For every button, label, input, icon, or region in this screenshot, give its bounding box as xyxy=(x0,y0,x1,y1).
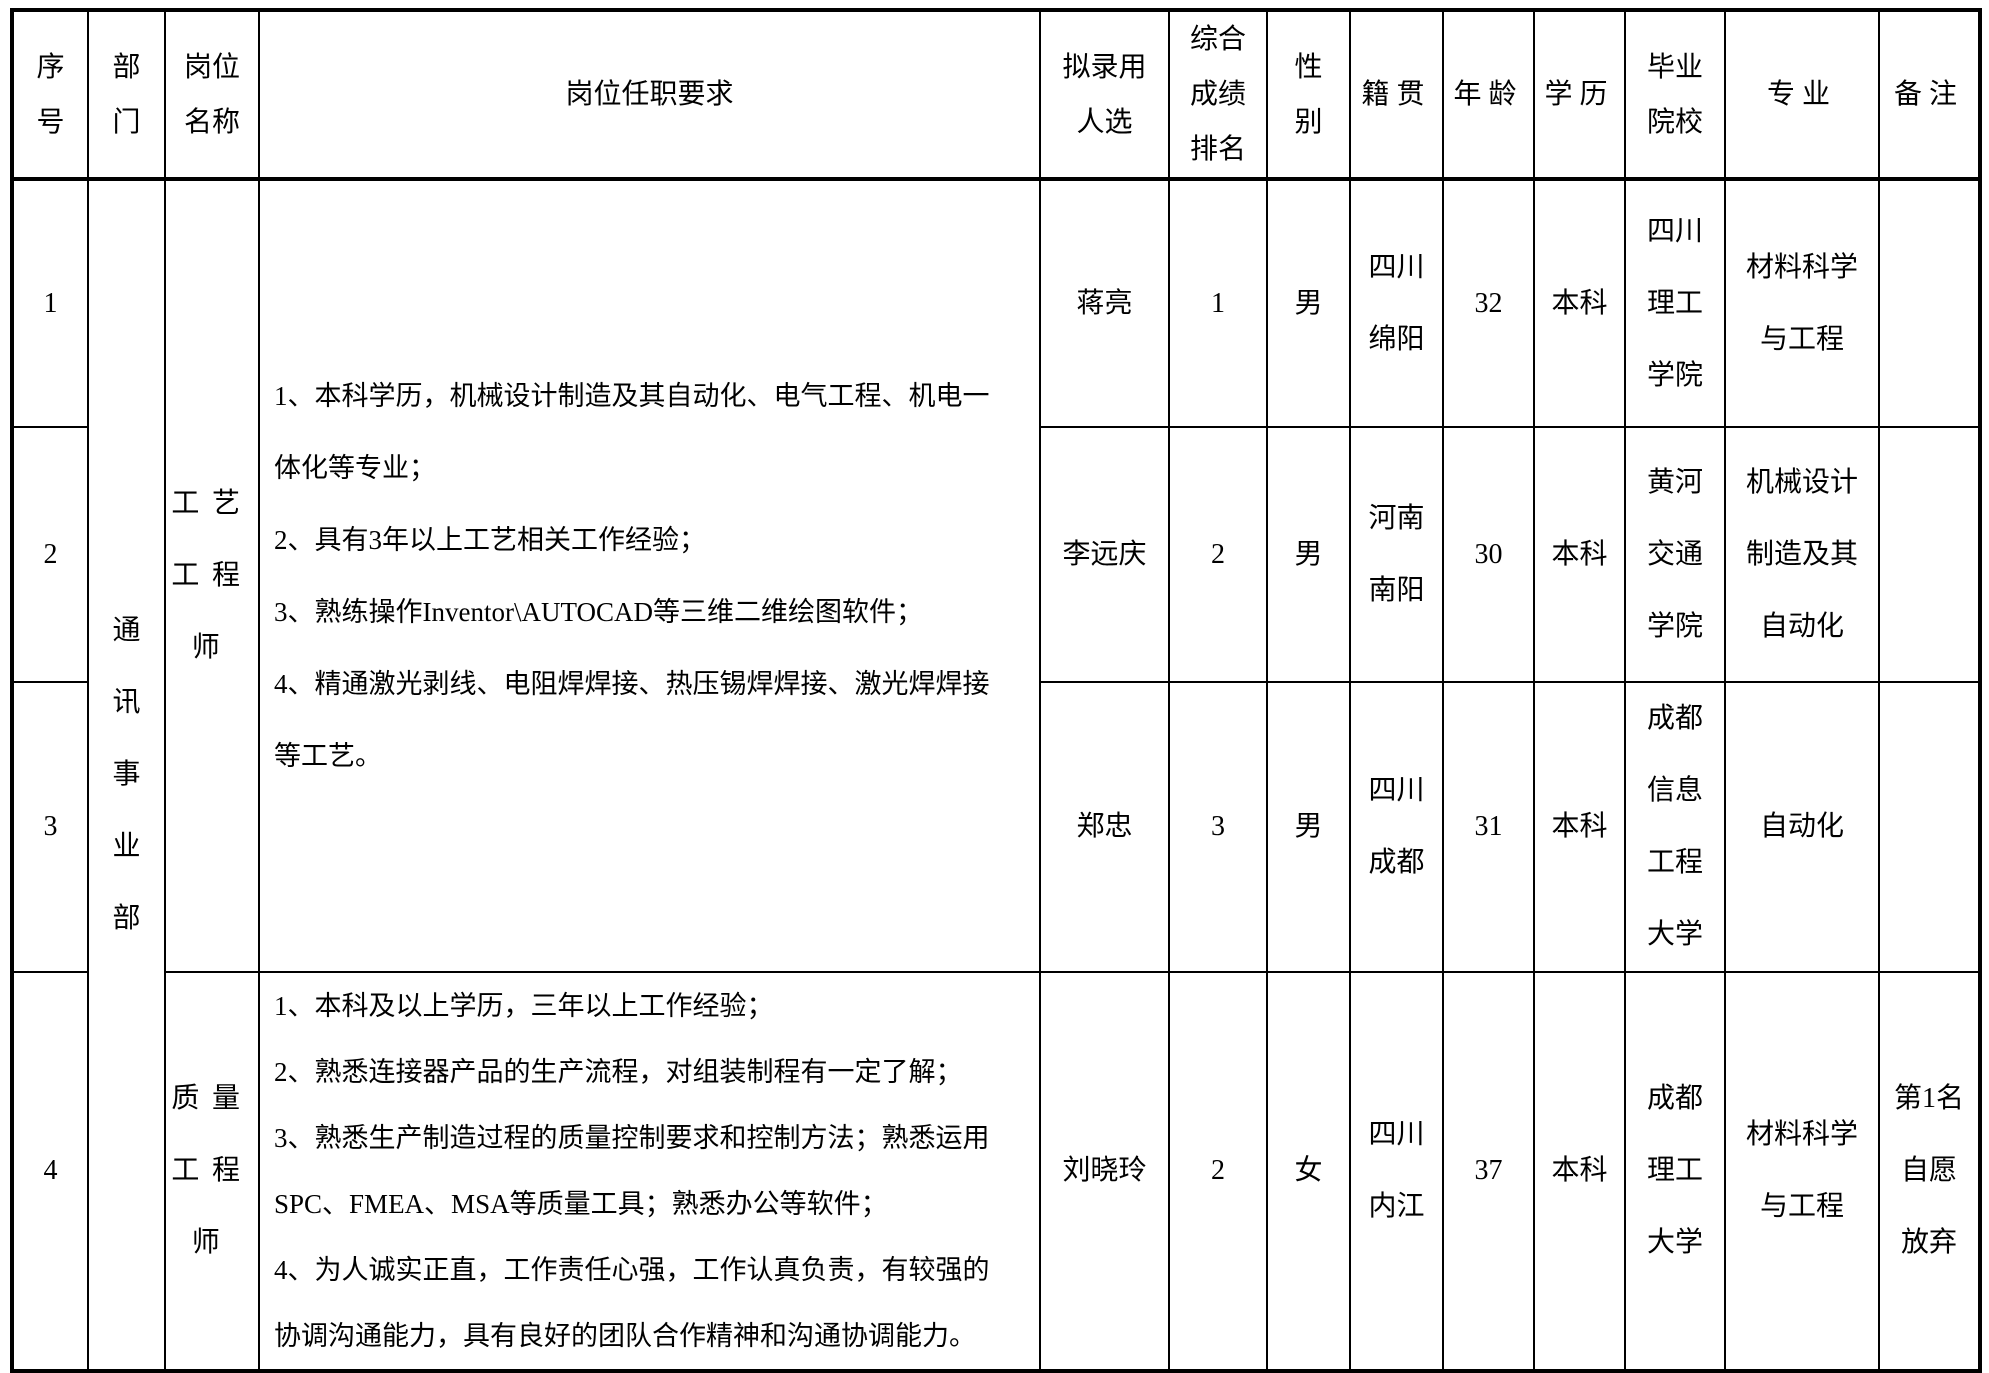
cell-r2-age: 30 xyxy=(1442,426,1535,683)
cell-r1-school: 四川 理工 学院 xyxy=(1624,178,1726,428)
table-row: 3 郑忠 3 男 四川 成都 31 本科 成都 信息 工程 大学 自动化 xyxy=(11,681,1981,973)
cell-r1-hometown: 四川 绵阳 xyxy=(1349,178,1444,428)
cell-r2-remark xyxy=(1878,426,1981,683)
cell-r1-education: 本科 xyxy=(1533,178,1626,428)
cell-r3-rank: 3 xyxy=(1168,681,1268,973)
header-major: 专业 xyxy=(1724,9,1880,181)
header-school: 毕业 院校 xyxy=(1624,9,1726,181)
cell-r3-education: 本科 xyxy=(1533,681,1626,973)
cell-r4-hometown: 四川 内江 xyxy=(1349,971,1444,1372)
cell-r1-remark xyxy=(1878,178,1981,428)
cell-r3-seq: 3 xyxy=(11,681,89,973)
cell-r3-age: 31 xyxy=(1442,681,1535,973)
header-education: 学历 xyxy=(1533,9,1626,181)
cell-r4-school: 成都 理工 大学 xyxy=(1624,971,1726,1372)
cell-r1-rank: 1 xyxy=(1168,178,1268,428)
cell-r2-hometown: 河南 南阳 xyxy=(1349,426,1444,683)
header-hometown: 籍贯 xyxy=(1349,9,1444,181)
cell-r3-major: 自动化 xyxy=(1724,681,1880,973)
header-age: 年龄 xyxy=(1442,9,1535,181)
header-remark: 备注 xyxy=(1878,9,1981,181)
cell-r1-seq: 1 xyxy=(11,178,89,428)
cell-r1-age: 32 xyxy=(1442,178,1535,428)
header-rank: 综合 成绩 排名 xyxy=(1168,9,1268,181)
header-seq: 序 号 xyxy=(11,9,89,181)
cell-r1-gender: 男 xyxy=(1266,178,1351,428)
cell-r2-candidate: 李远庆 xyxy=(1039,426,1170,683)
header-position: 岗位 名称 xyxy=(164,9,260,181)
header-gender: 性 别 xyxy=(1266,9,1351,181)
cell-r4-seq: 4 xyxy=(11,971,89,1372)
cell-r3-candidate: 郑忠 xyxy=(1039,681,1170,973)
cell-position-group1: 工艺 工程 师 xyxy=(164,178,260,973)
cell-r2-rank: 2 xyxy=(1168,426,1268,683)
cell-r2-seq: 2 xyxy=(11,426,89,683)
cell-r4-rank: 2 xyxy=(1168,971,1268,1372)
cell-r2-school: 黄河 交通 学院 xyxy=(1624,426,1726,683)
cell-position-group2: 质量 工程 师 xyxy=(164,971,260,1372)
header-department: 部 门 xyxy=(87,9,166,181)
cell-department: 通 讯 事 业 部 xyxy=(87,178,166,1372)
cell-r2-education: 本科 xyxy=(1533,426,1626,683)
table-row: 1 通 讯 事 业 部 工艺 工程 师 1、本科学历，机械设计制造及其自动化、电… xyxy=(11,178,1981,1372)
cell-r2-major: 机械设计 制造及其 自动化 xyxy=(1724,426,1880,683)
recruitment-table: 序 号 部 门 岗位 名称 岗位任职要求 拟录用 人选 综合 成绩 排名 性 别… xyxy=(10,8,1982,1373)
header-candidate: 拟录用 人选 xyxy=(1039,9,1170,181)
cell-r4-remark: 第1名 自愿 放弃 xyxy=(1878,971,1981,1372)
cell-r3-hometown: 四川 成都 xyxy=(1349,681,1444,973)
cell-r1-major: 材料科学 与工程 xyxy=(1724,178,1880,428)
cell-r4-major: 材料科学 与工程 xyxy=(1724,971,1880,1372)
header-row: 序 号 部 门 岗位 名称 岗位任职要求 拟录用 人选 综合 成绩 排名 性 别… xyxy=(11,9,1981,181)
cell-r3-school: 成都 信息 工程 大学 xyxy=(1624,681,1726,973)
cell-r4-candidate: 刘晓玲 xyxy=(1039,971,1170,1372)
cell-r1-candidate: 蒋亮 xyxy=(1039,178,1170,428)
header-requirements: 岗位任职要求 xyxy=(258,9,1041,181)
cell-r4-age: 37 xyxy=(1442,971,1535,1372)
cell-requirements-group1: 1、本科学历，机械设计制造及其自动化、电气工程、机电一 体化等专业； 2、具有3… xyxy=(258,178,1041,973)
table-row: 4 质量 工程 师 1、本科及以上学历，三年以上工作经验； 2、熟悉连接器产品的… xyxy=(11,971,1981,1372)
cell-r4-education: 本科 xyxy=(1533,971,1626,1372)
cell-r2-gender: 男 xyxy=(1266,426,1351,683)
cell-r3-remark xyxy=(1878,681,1981,973)
cell-r3-gender: 男 xyxy=(1266,681,1351,973)
table-row: 2 李远庆 2 男 河南 南阳 30 本科 黄河 交通 学院 机械设计 制造及其… xyxy=(11,426,1981,683)
cell-r4-gender: 女 xyxy=(1266,971,1351,1372)
cell-requirements-group2: 1、本科及以上学历，三年以上工作经验； 2、熟悉连接器产品的生产流程，对组装制程… xyxy=(258,971,1041,1372)
